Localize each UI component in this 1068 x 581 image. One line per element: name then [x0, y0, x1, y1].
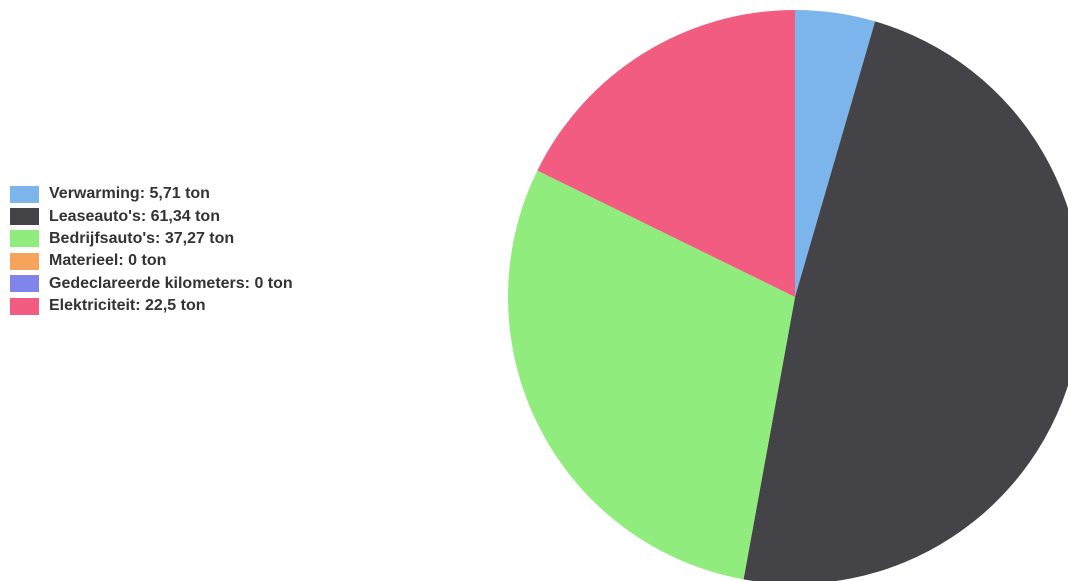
- legend-swatch: [10, 208, 39, 226]
- legend-swatch: [10, 230, 39, 248]
- chart-legend: Verwarming: 5,71 ton Leaseauto's: 61,34 …: [10, 183, 293, 317]
- legend-label: Leaseauto's: 61,34 ton: [49, 207, 220, 225]
- pie-slice-elektriciteit[interactable]: [537, 10, 795, 297]
- legend-item-verwarming[interactable]: Verwarming: 5,71 ton: [10, 183, 293, 205]
- legend-swatch: [10, 297, 39, 315]
- pie-slice-bedrijfsauto-s[interactable]: [508, 170, 795, 580]
- legend-item-gedeclareerde-kilometers[interactable]: Gedeclareerde kilometers: 0 ton: [10, 273, 293, 295]
- pie-slice-leaseauto-s[interactable]: [743, 21, 1068, 581]
- pie-slice-verwarming[interactable]: [795, 10, 876, 297]
- legend-item-materieel[interactable]: Materieel: 0 ton: [10, 250, 293, 272]
- legend-label: Gedeclareerde kilometers: 0 ton: [49, 274, 293, 292]
- legend-item-leaseautos[interactable]: Leaseauto's: 61,34 ton: [10, 205, 293, 227]
- legend-label: Verwarming: 5,71 ton: [49, 185, 210, 203]
- legend-label: Materieel: 0 ton: [49, 252, 167, 270]
- legend-item-bedrijfsautos[interactable]: Bedrijfsauto's: 37,27 ton: [10, 228, 293, 250]
- legend-swatch: [10, 252, 39, 270]
- legend-swatch: [10, 185, 39, 203]
- legend-label: Elektriciteit: 22,5 ton: [49, 297, 206, 315]
- legend-item-elektriciteit[interactable]: Elektriciteit: 22,5 ton: [10, 295, 293, 317]
- legend-label: Bedrijfsauto's: 37,27 ton: [49, 229, 235, 247]
- legend-swatch: [10, 275, 39, 293]
